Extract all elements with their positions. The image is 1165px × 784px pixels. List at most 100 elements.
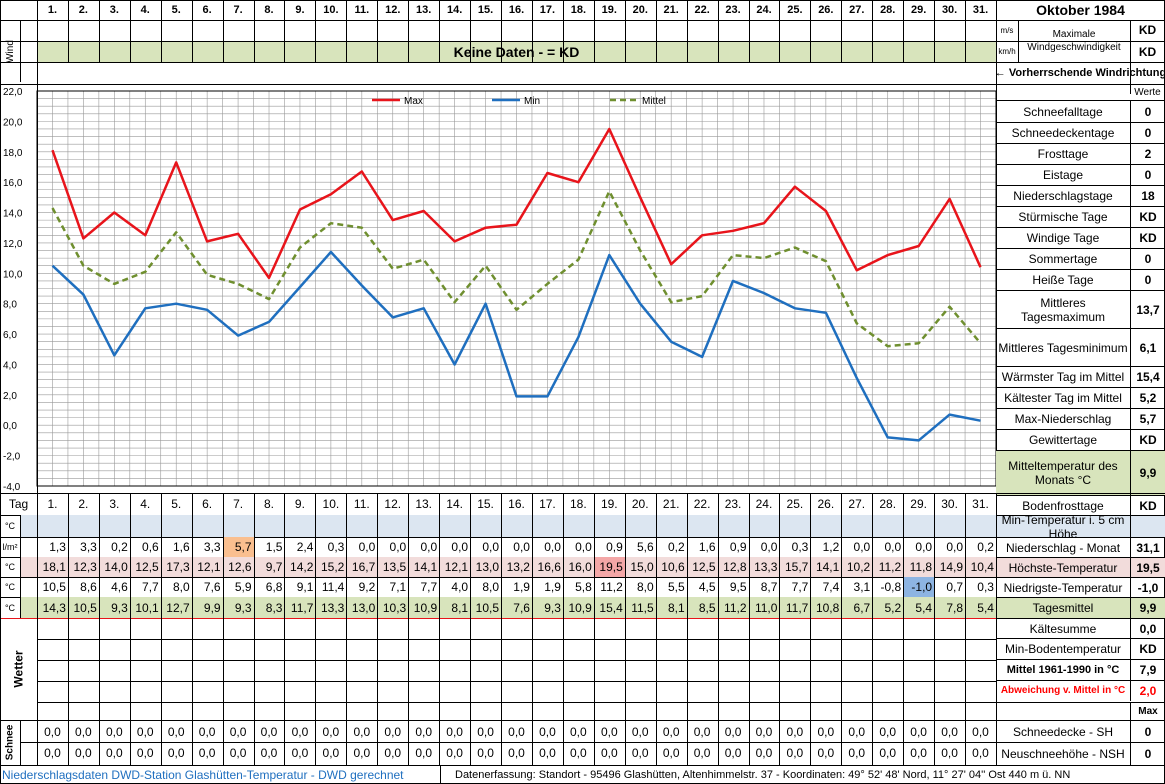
row-value-mean: 11,2: [724, 600, 747, 615]
row-value-soil: [346, 515, 377, 537]
lower-summary-value: 2,0: [1130, 681, 1165, 701]
summary-row: Gewittertage KD: [996, 429, 1165, 450]
summary-label: Bodenfrosttage: [1022, 499, 1104, 513]
summary-label: Schneedeckentage: [1011, 126, 1115, 140]
row-value-min: 8,0: [637, 580, 654, 594]
new-snow-value: 0,0: [817, 746, 835, 760]
grid-vline: [346, 493, 348, 618]
row-value-mean: 6,7: [853, 600, 871, 615]
snow-depth-value: 0,0: [508, 725, 525, 739]
grid-vline: [408, 0, 410, 62]
row-value-max: 9,7: [265, 560, 283, 574]
row-value-soil: [37, 515, 68, 537]
row-summary-value: 9,9: [1130, 598, 1165, 618]
grid-hline: [0, 765, 1165, 766]
row-value-soil: [470, 515, 501, 537]
row-value-soil: [749, 515, 780, 537]
row-value-max: 15,7: [785, 560, 809, 574]
day-number-bottom: 6.: [202, 497, 213, 511]
wetter-label-text: Wetter: [11, 650, 26, 688]
day-number-top: 17.: [539, 4, 556, 16]
lower-summary-row: Min-Bodentemperatur KD: [996, 638, 1165, 659]
row-value-min: 1,9: [513, 580, 530, 594]
day-number-top: 8.: [264, 4, 274, 16]
row-value-min: 7,7: [420, 580, 438, 594]
new-snow-value: 0,0: [415, 746, 433, 760]
day-number-top: 31.: [972, 4, 989, 16]
grid-vline: [37, 493, 38, 618]
row-value-min: 5,5: [667, 580, 685, 594]
grid-vline: [996, 618, 997, 765]
day-number-bottom: 10.: [322, 497, 340, 511]
new-snow-summary: Neuschneehöhe - NSH 0: [996, 742, 1165, 765]
day-number-bottom: 11.: [353, 497, 370, 511]
summary-label: Niederschlagstage: [1013, 189, 1113, 203]
grid-vline: [1018, 20, 1019, 62]
summary-value: 13,7: [1130, 291, 1165, 328]
row-value-mean: 8,5: [698, 600, 716, 615]
row-value-precip: 0,9: [606, 540, 623, 554]
grid-hline: [37, 639, 996, 640]
row-value-soil: [192, 515, 223, 537]
lower-summary-row: Mittel 1961-1990 in °C 7,9: [996, 659, 1165, 680]
row-value-max: 12,5: [135, 560, 159, 574]
new-snow-value: 0,0: [941, 746, 958, 760]
day-number-bottom: 24.: [755, 497, 773, 511]
new-snow-value: 0,0: [879, 746, 897, 760]
grid-vline: [624, 0, 626, 62]
row-value-max: 16,0: [568, 560, 592, 574]
lower-summary-label: Kältesumme: [1029, 621, 1097, 636]
row-value-mean: 10,1: [135, 600, 159, 615]
row-value-mean: 7,8: [946, 600, 964, 615]
summary-label: Kältester Tag im Mittel: [1004, 391, 1122, 405]
row-value-min: 7,7: [791, 580, 809, 594]
row-value-soil: [687, 515, 718, 537]
row-summary-label: Niederschlag - Monat: [1005, 540, 1121, 555]
summary-row: Mittleres Tagesmaximum 13,7: [996, 290, 1165, 328]
grid-vline: [160, 618, 162, 765]
grid-vline: [253, 618, 255, 765]
summary-row: Heiße Tage 0: [996, 269, 1165, 290]
day-number-top: 16.: [508, 4, 525, 16]
new-snow-value: 0,0: [755, 746, 773, 760]
day-number-top: 13.: [416, 4, 432, 16]
snow-depth-value: 0,0: [384, 725, 402, 739]
row-value-mean: 15,4: [599, 600, 623, 615]
legend-label-mittel: Mittel: [642, 96, 666, 107]
grid-vline: [377, 0, 379, 62]
grid-vline: [470, 618, 472, 765]
summary-row: Stürmische Tage KD: [996, 206, 1165, 227]
row-value-mean: 10,5: [475, 600, 500, 615]
row-value-max: 12,1: [197, 560, 221, 574]
grid-vline: [501, 0, 503, 62]
y-tick-label: 18,0: [3, 148, 23, 159]
grid-vline: [655, 493, 657, 618]
grid-vline: [593, 493, 595, 618]
day-number-top: 29.: [911, 4, 927, 16]
summary-value: KD: [1130, 496, 1165, 516]
day-number-bottom: 8.: [264, 497, 275, 511]
day-number-bottom: 16.: [508, 497, 525, 511]
grid-hline: [0, 577, 996, 578]
row-value-mean: 5,2: [884, 600, 902, 615]
wind-max-kmh: KD: [1138, 44, 1157, 59]
row-value-precip: 1,5: [265, 540, 283, 554]
row-unit: °C: [4, 562, 16, 572]
snow-depth-value: 0,0: [105, 725, 123, 739]
summary-label: Eistage: [1042, 168, 1084, 182]
grid-vline: [377, 493, 379, 618]
row-value-soil: [408, 515, 439, 537]
grid-vline: [98, 0, 100, 62]
row-value-soil: [532, 515, 563, 537]
snow-depth-value: 0,0: [539, 725, 556, 739]
grid-vline: [748, 0, 750, 62]
row-summary: Höchste-Temperatur 19,5: [996, 557, 1165, 577]
new-snow-value: 0,0: [291, 746, 309, 760]
snow-depth-value: 0,0: [600, 725, 618, 739]
summary-row: Niederschlagstage 18: [996, 185, 1165, 206]
row-value-soil: [903, 515, 934, 537]
snow-depth-value: 0,0: [260, 725, 278, 739]
new-snow-value: 0,0: [539, 746, 556, 760]
row-value-mean: 9,3: [544, 600, 561, 615]
row-value-min: 9,1: [296, 580, 314, 594]
